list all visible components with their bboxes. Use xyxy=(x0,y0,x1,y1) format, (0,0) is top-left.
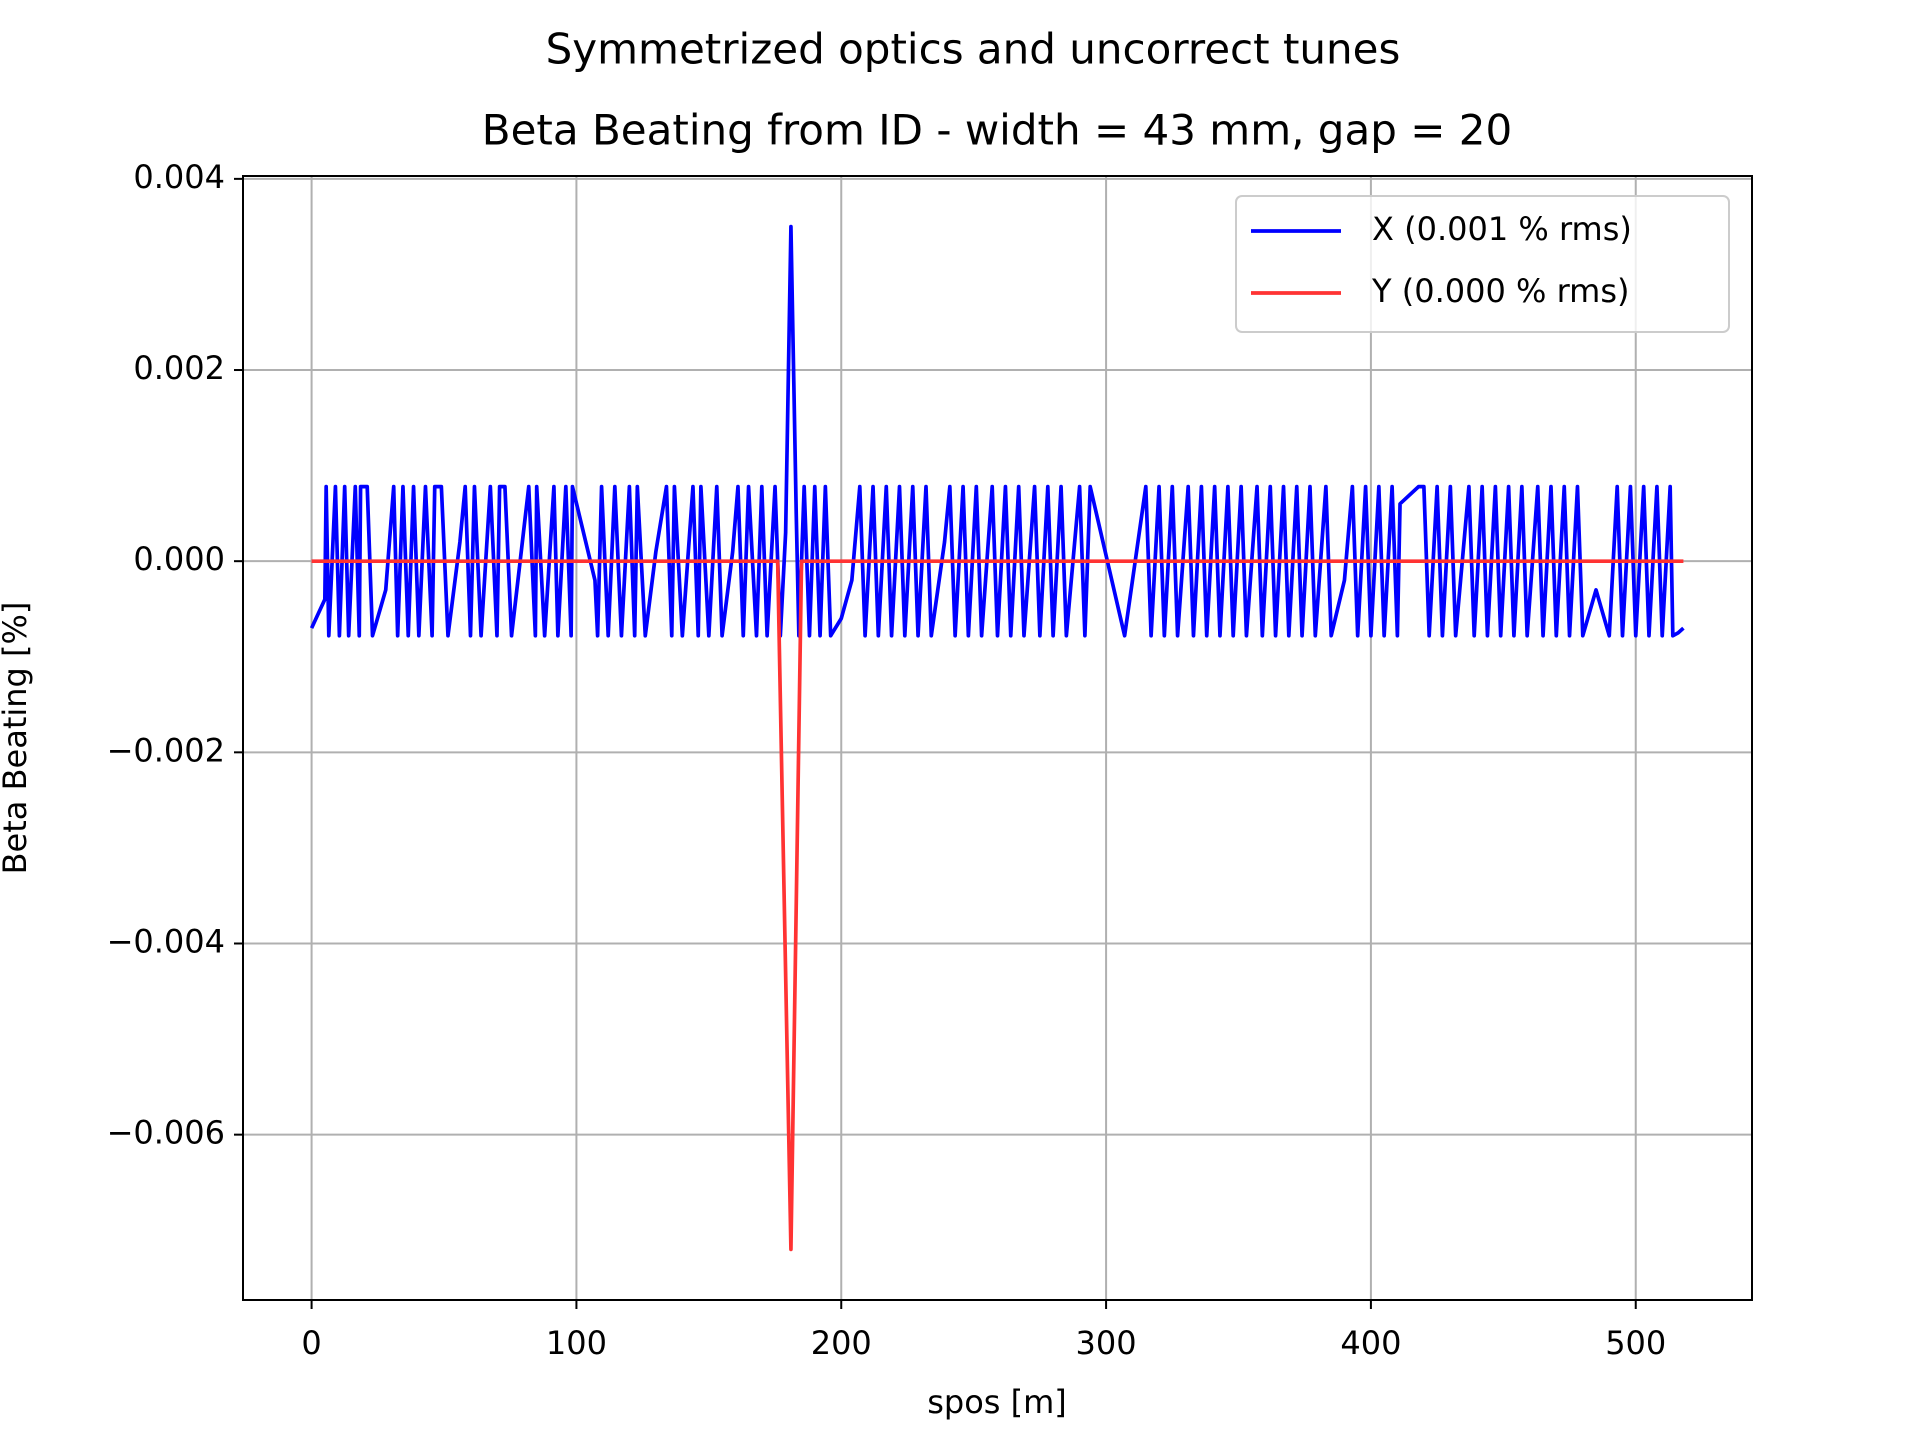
x-tick-label: 300 xyxy=(1076,1324,1137,1362)
data-line xyxy=(309,224,1685,638)
x-tick-label: 0 xyxy=(301,1324,321,1362)
y-tick-label: 0.002 xyxy=(133,349,225,387)
x-axis-label: spos [m] xyxy=(927,1383,1067,1421)
x-tick-label: 400 xyxy=(1340,1324,1401,1362)
data-line xyxy=(311,559,1684,1252)
y-tick-label: −0.002 xyxy=(107,731,225,769)
y-tick-label: 0.004 xyxy=(133,158,225,196)
legend-box xyxy=(1235,195,1730,333)
x-tick-label: 200 xyxy=(811,1324,872,1362)
y-tick-label: −0.006 xyxy=(107,1114,225,1152)
legend-label: X (0.001 % rms) xyxy=(1372,210,1632,248)
y-tick-label: −0.004 xyxy=(107,922,225,960)
legend-label: Y (0.000 % rms) xyxy=(1371,272,1629,310)
y-tick-label: 0.000 xyxy=(133,540,225,578)
x-tick-label: 500 xyxy=(1605,1324,1666,1362)
chart-subtitle: Beta Beating from ID - width = 43 mm, ga… xyxy=(482,106,1512,155)
chart-title: Symmetrized optics and uncorrect tunes xyxy=(546,25,1401,74)
x-tick-label: 100 xyxy=(546,1324,607,1362)
y-axis-label: Beta Beating [%] xyxy=(0,602,34,875)
plot-frame xyxy=(242,175,1753,1301)
